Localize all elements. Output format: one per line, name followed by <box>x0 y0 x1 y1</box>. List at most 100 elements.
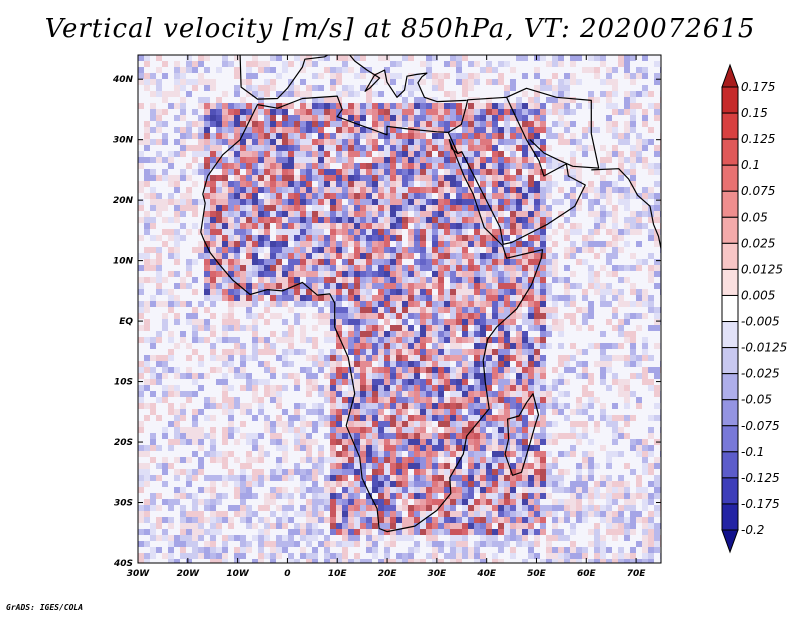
field-cell <box>480 223 486 229</box>
field-cell <box>300 277 306 283</box>
field-cell <box>540 343 546 349</box>
field-cell <box>612 313 618 319</box>
field-cell <box>606 211 612 217</box>
field-cell <box>564 91 570 97</box>
field-cell <box>570 355 576 361</box>
field-cell <box>324 355 330 361</box>
field-cell <box>336 355 342 361</box>
field-cell <box>186 247 192 253</box>
field-cell <box>384 223 390 229</box>
field-cell <box>618 163 624 169</box>
field-cell <box>630 379 636 385</box>
field-cell <box>618 67 624 73</box>
field-cell <box>246 205 252 211</box>
field-cell <box>180 217 186 223</box>
field-cell <box>468 283 474 289</box>
field-cell <box>540 241 546 247</box>
field-cell <box>462 193 468 199</box>
field-cell <box>612 181 618 187</box>
field-cell <box>294 199 300 205</box>
field-cell <box>486 157 492 163</box>
field-cell <box>366 247 372 253</box>
field-cell <box>480 175 486 181</box>
field-cell <box>624 301 630 307</box>
field-cell <box>252 349 258 355</box>
field-cell <box>570 361 576 367</box>
field-cell <box>444 385 450 391</box>
field-cell <box>528 151 534 157</box>
field-cell <box>270 391 276 397</box>
field-cell <box>330 349 336 355</box>
field-cell <box>522 85 528 91</box>
field-cell <box>396 109 402 115</box>
field-cell <box>402 67 408 73</box>
field-cell <box>534 229 540 235</box>
field-cell <box>480 73 486 79</box>
field-cell <box>384 337 390 343</box>
field-cell <box>636 199 642 205</box>
field-cell <box>162 265 168 271</box>
field-cell <box>342 283 348 289</box>
field-cell <box>324 193 330 199</box>
field-cell <box>294 325 300 331</box>
field-cell <box>546 271 552 277</box>
field-cell <box>396 343 402 349</box>
field-cell <box>222 331 228 337</box>
field-cell <box>552 295 558 301</box>
field-cell <box>216 73 222 79</box>
field-cell <box>396 157 402 163</box>
field-cell <box>162 223 168 229</box>
field-cell <box>270 265 276 271</box>
field-cell <box>180 187 186 193</box>
field-cell <box>330 307 336 313</box>
field-cell <box>216 241 222 247</box>
field-cell <box>306 361 312 367</box>
field-cell <box>390 223 396 229</box>
field-cell <box>492 187 498 193</box>
field-cell <box>576 163 582 169</box>
field-cell <box>564 61 570 67</box>
field-cell <box>432 247 438 253</box>
field-cell <box>510 103 516 109</box>
field-cell <box>420 301 426 307</box>
field-cell <box>534 241 540 247</box>
field-cell <box>468 343 474 349</box>
field-cell <box>546 181 552 187</box>
field-cell <box>444 247 450 253</box>
field-cell <box>600 199 606 205</box>
field-cell <box>618 247 624 253</box>
field-cell <box>432 133 438 139</box>
field-cell <box>618 265 624 271</box>
field-cell <box>138 295 144 301</box>
field-cell <box>456 247 462 253</box>
field-cell <box>186 349 192 355</box>
field-cell <box>474 247 480 253</box>
field-cell <box>456 85 462 91</box>
field-cell <box>324 313 330 319</box>
field-cell <box>240 229 246 235</box>
field-cell <box>582 301 588 307</box>
field-cell <box>384 313 390 319</box>
field-cell <box>420 295 426 301</box>
field-cell <box>156 349 162 355</box>
field-cell <box>258 265 264 271</box>
field-cell <box>330 121 336 127</box>
field-cell <box>360 361 366 367</box>
field-cell <box>486 355 492 361</box>
field-cell <box>636 331 642 337</box>
field-cell <box>600 349 606 355</box>
field-cell <box>252 379 258 385</box>
field-cell <box>606 307 612 313</box>
field-cell <box>174 169 180 175</box>
field-cell <box>420 343 426 349</box>
field-cell <box>516 85 522 91</box>
field-cell <box>522 361 528 367</box>
field-cell <box>654 151 660 157</box>
field-cell <box>402 199 408 205</box>
field-cell <box>468 211 474 217</box>
field-cell <box>480 151 486 157</box>
field-cell <box>468 55 474 61</box>
field-cell <box>654 217 660 223</box>
field-cell <box>168 181 174 187</box>
field-cell <box>222 229 228 235</box>
